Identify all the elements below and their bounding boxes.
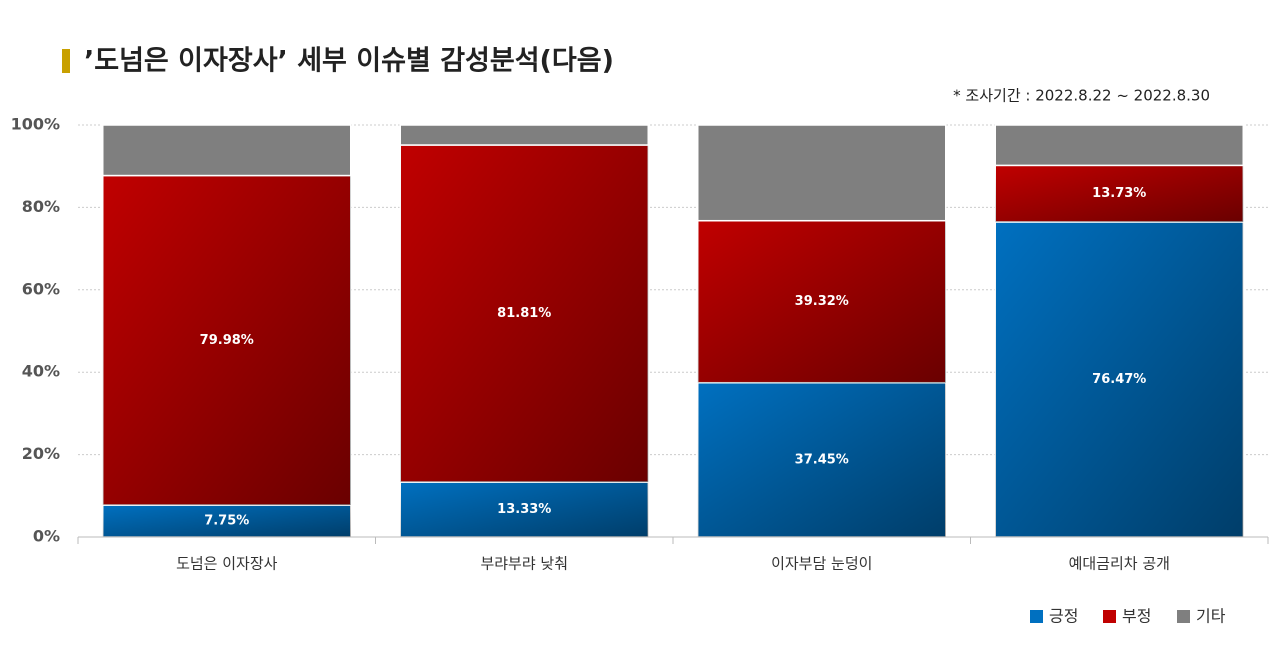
y-tick-label: 0% bbox=[33, 527, 60, 546]
data-label: 76.47% bbox=[1092, 372, 1146, 387]
legend-swatch bbox=[1030, 610, 1043, 623]
title-marker bbox=[62, 49, 70, 73]
legend-label: 긍정 bbox=[1049, 607, 1078, 626]
data-label: 37.45% bbox=[795, 452, 849, 467]
bar-shade bbox=[697, 382, 946, 537]
bar-shade bbox=[400, 145, 649, 483]
x-tick-label: 도넘은 이자장사 bbox=[176, 555, 278, 573]
data-label: 79.98% bbox=[200, 333, 254, 348]
bar-segment bbox=[697, 124, 947, 222]
legend-swatch bbox=[1177, 610, 1190, 623]
data-label: 81.81% bbox=[497, 306, 551, 321]
y-tick-label: 100% bbox=[11, 115, 60, 134]
bar-shade bbox=[697, 220, 946, 383]
bar-shade bbox=[995, 165, 1244, 222]
bar-shade bbox=[102, 175, 351, 506]
x-tick-label: 부랴부랴 낮춰 bbox=[480, 555, 568, 573]
y-tick-label: 80% bbox=[22, 197, 60, 216]
x-tick-label: 이자부담 눈덩이 bbox=[771, 555, 872, 573]
chart-title: ’도넘은 이자장사’ 세부 이슈별 감성분석(다음) bbox=[84, 46, 614, 77]
bar-shade bbox=[995, 221, 1244, 537]
legend-label: 기타 bbox=[1196, 607, 1226, 626]
x-tick-label: 예대금리차 공개 bbox=[1069, 555, 1170, 573]
bar-shade bbox=[102, 505, 351, 537]
bar-segment bbox=[399, 124, 649, 146]
y-tick-label: 20% bbox=[22, 444, 60, 463]
bar-segment bbox=[994, 124, 1244, 167]
y-tick-label: 60% bbox=[22, 279, 60, 298]
legend-swatch bbox=[1103, 610, 1116, 623]
data-label: 39.32% bbox=[795, 294, 849, 309]
legend-label: 부정 bbox=[1122, 607, 1151, 626]
subtitle: * 조사기간 : 2022.8.22 ~ 2022.8.30 bbox=[953, 87, 1210, 105]
y-tick-label: 40% bbox=[22, 362, 60, 381]
bar-segment bbox=[102, 124, 352, 177]
bar-shade bbox=[400, 482, 649, 537]
data-label: 13.73% bbox=[1092, 186, 1146, 201]
data-label: 7.75% bbox=[204, 514, 249, 529]
data-label: 13.33% bbox=[497, 502, 551, 517]
